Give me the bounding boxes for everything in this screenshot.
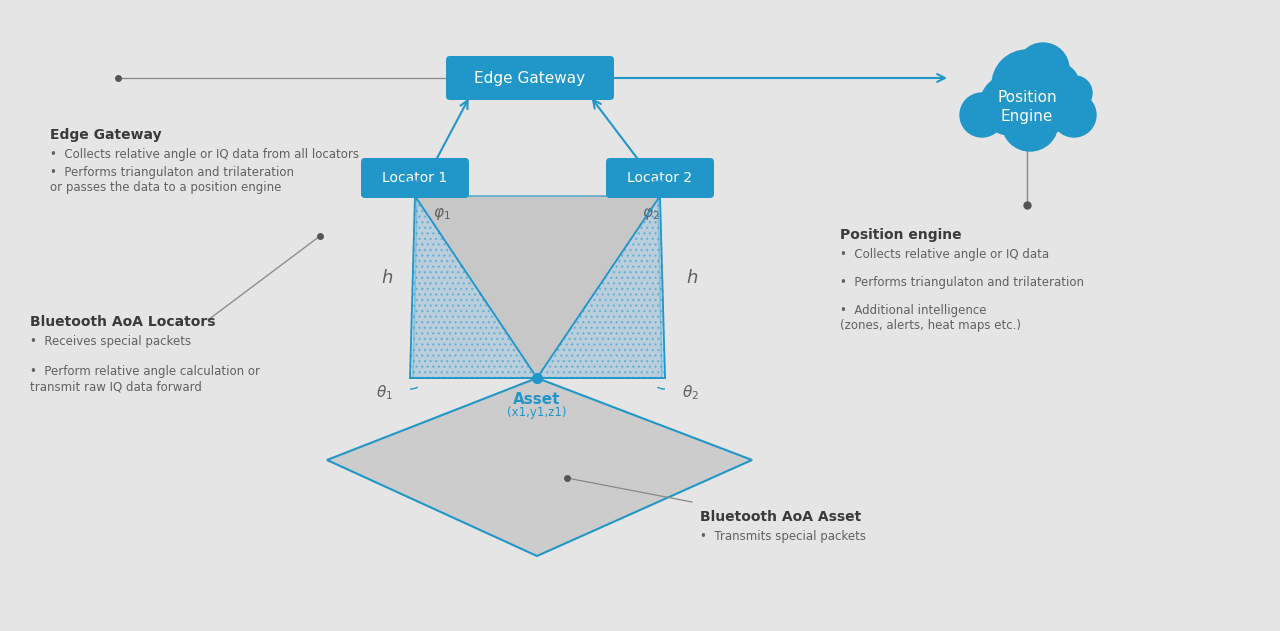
Text: $\theta_2$: $\theta_2$ [682,383,699,402]
Polygon shape [538,196,666,378]
Text: •  Additional intelligence
(zones, alerts, heat maps etc.): • Additional intelligence (zones, alerts… [840,304,1021,332]
Circle shape [1059,76,1092,110]
Text: •  Performs triangulaton and trilateration: • Performs triangulaton and trilateratio… [840,276,1084,289]
Polygon shape [413,196,662,378]
Circle shape [980,75,1039,135]
FancyBboxPatch shape [361,158,468,198]
FancyBboxPatch shape [445,56,614,100]
Polygon shape [326,378,753,556]
Circle shape [992,50,1062,120]
Text: Asset: Asset [513,392,561,407]
Text: Locator 1: Locator 1 [383,171,448,185]
Text: •  Performs triangulaton and trilateration
or passes the data to a position engi: • Performs triangulaton and trilateratio… [50,166,294,194]
Text: $\theta_1$: $\theta_1$ [376,383,393,402]
Text: Edge Gateway: Edge Gateway [50,128,161,142]
Text: •  Perform relative angle calculation or
transmit raw IQ data forward: • Perform relative angle calculation or … [29,365,260,393]
Circle shape [1018,43,1069,95]
Text: Position engine: Position engine [840,228,961,242]
Circle shape [960,93,1004,137]
Text: Locator 2: Locator 2 [627,171,692,185]
Text: $\varphi_2$: $\varphi_2$ [643,206,659,222]
Text: •  Transmits special packets: • Transmits special packets [700,530,867,543]
Text: •  Collects relative angle or IQ data from all locators: • Collects relative angle or IQ data fro… [50,148,358,161]
Text: Bluetooth AoA Locators: Bluetooth AoA Locators [29,315,215,329]
Text: h: h [686,269,698,287]
Text: •  Receives special packets: • Receives special packets [29,335,191,348]
Text: h: h [381,269,393,287]
Circle shape [992,75,1028,111]
Text: Bluetooth AoA Asset: Bluetooth AoA Asset [700,510,861,524]
Circle shape [1020,77,1076,133]
Circle shape [1052,93,1096,137]
Polygon shape [410,196,538,378]
Text: $\varphi_1$: $\varphi_1$ [433,206,451,222]
Text: Edge Gateway: Edge Gateway [475,71,585,85]
Text: Position
Engine: Position Engine [997,90,1057,124]
Circle shape [1036,63,1079,107]
Circle shape [1025,79,1065,119]
Circle shape [1004,61,1051,109]
Text: (x1,y1,z1): (x1,y1,z1) [507,406,567,419]
FancyBboxPatch shape [605,158,714,198]
Circle shape [1002,95,1059,151]
Text: •  Collects relative angle or IQ data: • Collects relative angle or IQ data [840,248,1050,261]
